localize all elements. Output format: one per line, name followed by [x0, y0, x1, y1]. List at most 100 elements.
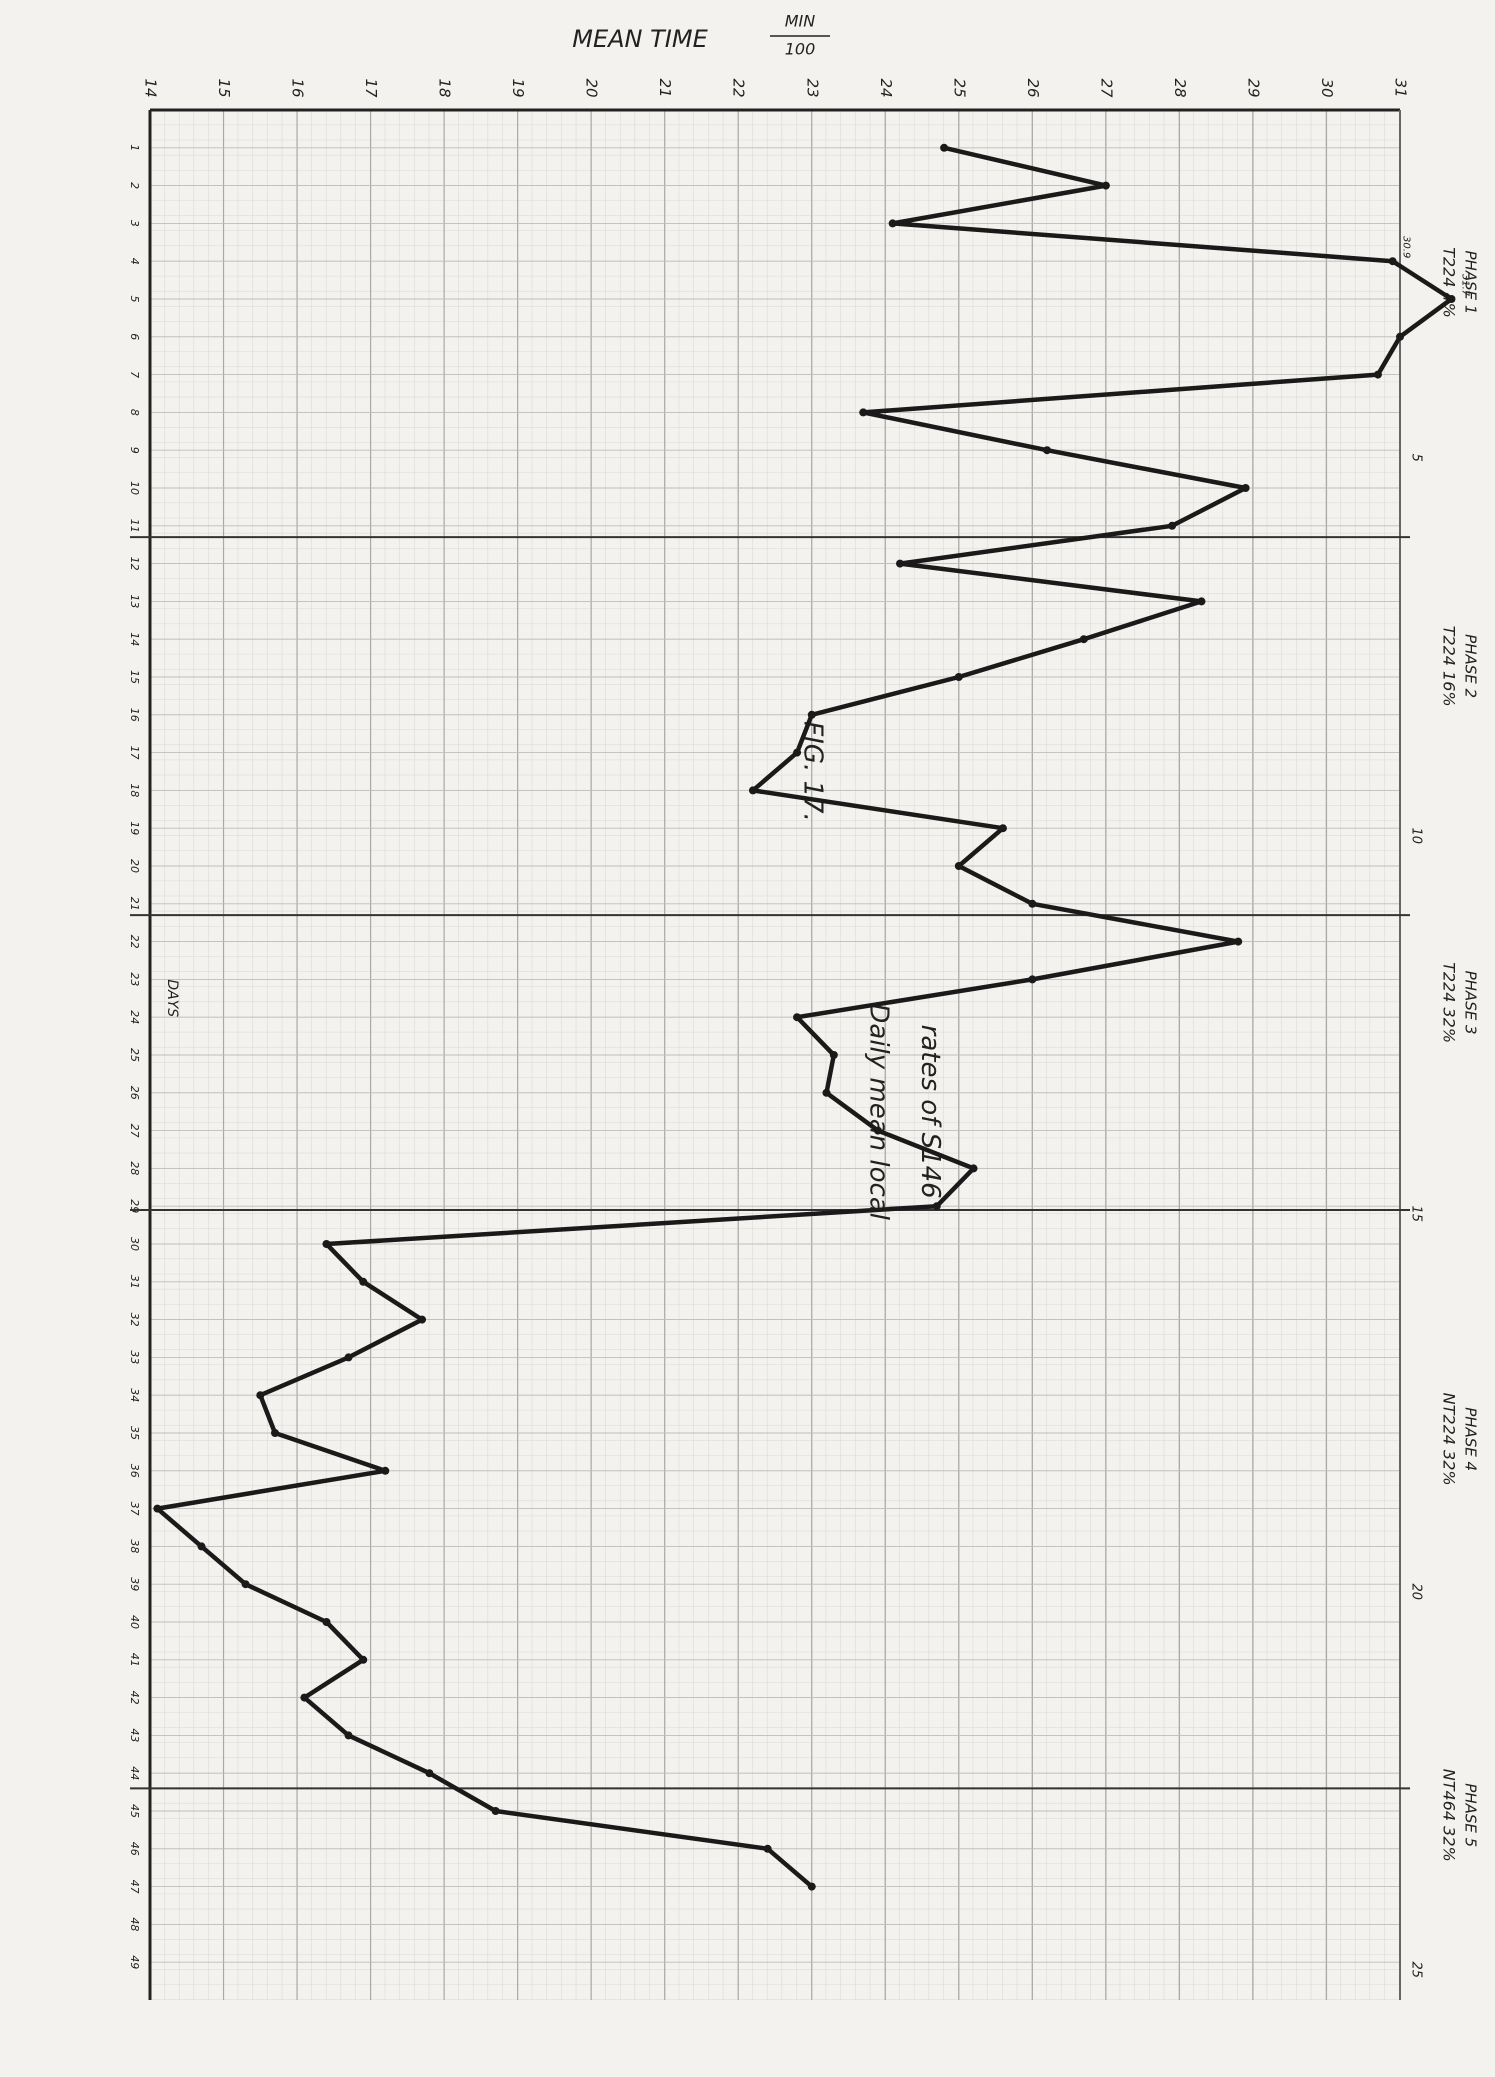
x-tick-label: 32: [128, 1313, 141, 1327]
y-tick-label: 30: [1318, 78, 1336, 97]
data-point: [998, 824, 1007, 833]
x-tick-label: 7: [128, 371, 141, 378]
paper-number: 25: [1409, 1961, 1424, 1978]
x-axis-title: DAYS: [164, 979, 180, 1017]
y-tick-label: 21: [656, 78, 674, 97]
data-point: [241, 1580, 250, 1589]
data-point: [807, 710, 816, 719]
y-tick-label: 18: [436, 78, 454, 97]
y-tick-label: 14: [142, 78, 160, 97]
x-tick-label: 3: [128, 220, 141, 227]
phase-title: PHASE 2: [1462, 634, 1480, 698]
x-tick-label: 28: [128, 1161, 141, 1175]
x-tick-label: 48: [128, 1917, 141, 1931]
data-label: 30.9: [1401, 236, 1412, 258]
x-tick-label: 16: [128, 708, 141, 722]
y-tick-label: 28: [1171, 78, 1189, 97]
x-tick-label: 2: [128, 182, 141, 189]
x-tick-label: 12: [128, 557, 141, 571]
data-point: [1028, 975, 1037, 984]
x-tick-label: 40: [128, 1615, 141, 1629]
x-tick-label: 9: [128, 447, 141, 454]
data-point: [859, 408, 868, 417]
phase-title: PHASE 3: [1462, 971, 1480, 1035]
y-tick-label: 29: [1244, 78, 1262, 97]
data-point: [300, 1693, 309, 1702]
y-tick-label: 27: [1097, 78, 1115, 98]
data-label: 31.7: [1459, 274, 1470, 297]
x-tick-label: 36: [128, 1464, 141, 1478]
y-tick-label: 20: [583, 78, 601, 97]
data-point: [425, 1769, 434, 1778]
data-point: [1234, 937, 1243, 946]
data-point: [1373, 370, 1382, 379]
y-tick-label: 15: [215, 78, 233, 97]
data-point: [873, 1126, 882, 1135]
paper-number: 20: [1409, 1583, 1424, 1600]
x-tick-label: 46: [128, 1842, 141, 1856]
x-tick-label: 24: [128, 1010, 141, 1024]
x-tick-label: 34: [128, 1388, 141, 1402]
x-tick-label: 14: [128, 632, 141, 646]
x-tick-label: 45: [128, 1804, 141, 1818]
x-tick-label: 13: [128, 594, 141, 608]
data-point: [344, 1353, 353, 1362]
caption: Daily mean local: [863, 1003, 893, 1220]
x-tick-label: 26: [128, 1086, 141, 1100]
data-point: [322, 1618, 331, 1626]
x-tick-label: 15: [128, 670, 141, 684]
data-point: [359, 1655, 368, 1664]
data-point: [807, 1882, 816, 1891]
y-tick-label: 19: [509, 78, 527, 97]
data-point: [344, 1731, 353, 1740]
x-tick-label: 20: [128, 859, 141, 873]
x-tick-label: 25: [128, 1048, 141, 1062]
unit-numerator: MIN: [785, 12, 816, 31]
x-tick-label: 19: [128, 821, 141, 835]
y-tick-label: 31: [1392, 78, 1410, 97]
x-tick-label: 43: [128, 1728, 141, 1742]
x-tick-label: 21: [128, 897, 141, 911]
x-tick-label: 18: [128, 783, 141, 797]
data-point: [1388, 257, 1397, 266]
data-point: [1079, 635, 1088, 644]
x-tick-label: 5: [128, 296, 141, 303]
data-point: [322, 1240, 331, 1248]
phase-text: T224 16%: [1440, 626, 1459, 707]
x-tick-label: 10: [128, 481, 141, 495]
x-tick-label: 27: [128, 1124, 141, 1138]
y-tick-label: 16: [289, 78, 307, 97]
y-tick-label: 17: [362, 78, 380, 98]
x-tick-label: 6: [128, 333, 141, 340]
data-point: [271, 1429, 279, 1437]
phase-title: PHASE 1: [1462, 251, 1480, 315]
x-tick-label: 8: [128, 409, 141, 416]
data-point: [829, 1051, 838, 1059]
phase-title: PHASE 4: [1462, 1407, 1480, 1471]
data-point: [418, 1315, 427, 1324]
data-point: [153, 1504, 162, 1513]
x-tick-label: 49: [128, 1955, 141, 1969]
x-tick-label: 33: [128, 1350, 141, 1364]
paper-number: 10: [1409, 827, 1424, 844]
data-point: [1197, 597, 1206, 606]
data-point: [793, 748, 802, 757]
phase-text: NT224 32%: [1440, 1393, 1459, 1486]
x-tick-label: 22: [128, 935, 141, 949]
unit-denominator: 100: [785, 40, 816, 59]
phase-text: T224 32%: [1440, 962, 1459, 1043]
data-point: [954, 673, 963, 681]
data-point: [969, 1164, 978, 1173]
caption: rates of S146: [915, 1025, 945, 1199]
y-tick-label: 26: [1024, 78, 1042, 97]
x-tick-label: 41: [128, 1653, 141, 1667]
x-tick-label: 31: [128, 1275, 141, 1289]
phase-text: NT464 32%: [1440, 1769, 1459, 1862]
data-point: [932, 1202, 941, 1211]
data-point: [1396, 332, 1404, 341]
data-point: [940, 143, 949, 152]
data-point: [197, 1542, 206, 1551]
phase-title: PHASE 5: [1462, 1783, 1480, 1847]
y-tick-label: 24: [877, 78, 895, 97]
